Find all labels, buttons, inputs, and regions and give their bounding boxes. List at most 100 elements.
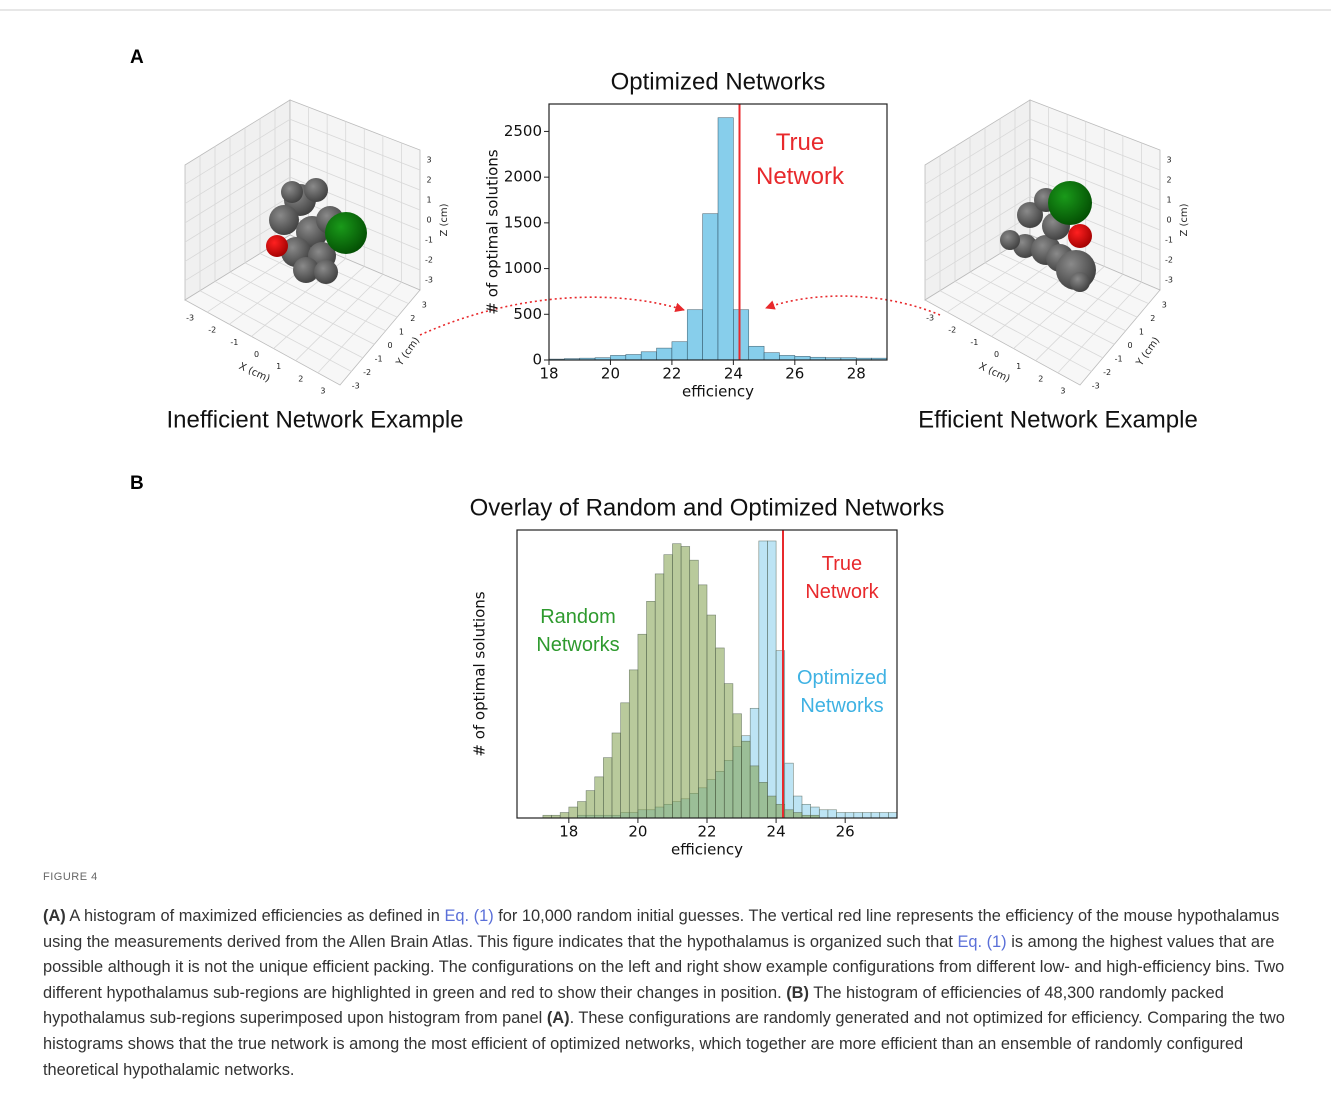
bar — [628, 669, 639, 819]
pane-grid — [924, 138, 1031, 204]
tick-label-3d: -2 — [1165, 256, 1173, 265]
sphere — [304, 178, 328, 202]
tick-label-3d: -1 — [1165, 236, 1173, 245]
pane-grid — [199, 290, 352, 372]
tick-label-3d: -3 — [1092, 382, 1100, 391]
arrow — [765, 295, 941, 316]
bar — [610, 355, 627, 361]
bar — [620, 702, 630, 819]
axis-label-3d: X (cm) — [977, 361, 1012, 385]
bar — [715, 647, 725, 819]
y-tick-label: 2000 — [504, 168, 542, 186]
reference-label: True Network — [805, 553, 879, 603]
reference-label: True Network — [755, 129, 845, 190]
tick-label-3d: 1 — [1139, 327, 1144, 336]
plot-area — [542, 540, 898, 819]
tick-label-3d: 0 — [426, 216, 431, 225]
tick-label-3d: 3 — [426, 156, 431, 165]
pane-grid — [295, 274, 384, 361]
tick-label-3d: 2 — [1166, 176, 1171, 185]
tick-label-3d: 0 — [1166, 216, 1171, 225]
x-tick-label: 20 — [628, 823, 647, 841]
tick-label-3d: -3 — [352, 382, 360, 391]
bar — [585, 790, 596, 819]
tick-label-3d: -1 — [425, 236, 433, 245]
bar — [767, 540, 777, 819]
bar — [763, 352, 780, 361]
pane-grid — [924, 118, 1031, 185]
bar — [625, 354, 642, 361]
tick-label-3d: -1 — [230, 338, 238, 347]
y-axis-label: # of optimal solutions — [471, 591, 489, 756]
sphere — [1017, 202, 1043, 228]
pane-grid — [229, 271, 375, 345]
pane — [924, 234, 1161, 386]
tick-label-3d: -3 — [926, 314, 934, 323]
caption-text: for 10,000 random initial guesses. The v… — [43, 907, 1280, 951]
tick-label-3d: -2 — [363, 368, 371, 377]
x-tick-label: 18 — [539, 365, 558, 383]
caption-text: The histogram of efficiencies of 48,300 … — [43, 983, 1224, 1028]
plot-area — [548, 117, 888, 361]
sphere — [266, 235, 288, 257]
axis-label-3d: Y (cm) — [1134, 335, 1162, 369]
bar — [836, 812, 846, 819]
bar — [559, 812, 570, 819]
pane-grid — [1029, 138, 1161, 191]
tick-label-3d: 2 — [1150, 314, 1155, 323]
bar — [741, 740, 751, 819]
equation-link[interactable]: Eq. (1) — [957, 932, 1007, 951]
tick-label-3d: -3 — [425, 276, 433, 285]
bar — [758, 782, 768, 819]
pane-grid — [184, 157, 291, 224]
equation-link[interactable]: Eq. (1) — [444, 907, 494, 925]
pane-grid — [317, 281, 402, 374]
tick-label-3d: 3 — [1162, 300, 1167, 309]
pane-grid — [924, 215, 1031, 282]
pane-grid — [184, 138, 291, 204]
bar — [827, 809, 837, 819]
x-tick-label: 22 — [662, 365, 681, 383]
bar — [732, 713, 742, 819]
bar — [879, 812, 889, 819]
bar — [853, 812, 863, 819]
caption-text: is among the highest values that are pos… — [43, 932, 1285, 1002]
tick-label-3d: 3 — [422, 300, 427, 309]
sphere — [1048, 181, 1092, 225]
tick-label-3d: 3 — [1060, 386, 1065, 395]
pane-grid — [244, 262, 386, 332]
y-tick-label: 1000 — [504, 259, 542, 277]
axis-label-3d: Z (cm) — [439, 203, 450, 236]
tick-label-3d: -3 — [186, 314, 194, 323]
bar — [767, 795, 777, 819]
tick-label-3d: 1 — [1166, 196, 1171, 205]
pane-grid — [184, 118, 291, 185]
pane-grid — [1057, 281, 1142, 374]
tick-label-3d: -2 — [425, 256, 433, 265]
bar — [611, 732, 621, 819]
x-axis-label: efficiency — [682, 383, 754, 401]
bar — [603, 757, 613, 819]
bar — [594, 776, 604, 819]
pane-grid — [924, 157, 1031, 224]
tick-label-3d: 1 — [426, 196, 431, 205]
tick-label-3d: 3 — [1166, 156, 1171, 165]
bar — [870, 812, 881, 819]
chart-title: Optimized Networks — [611, 68, 826, 95]
bar — [793, 812, 803, 819]
pane-grid — [1029, 176, 1161, 231]
y-tick-label: 0 — [532, 351, 542, 369]
pane-grid — [954, 281, 1104, 359]
bar — [749, 765, 760, 819]
bar — [680, 546, 691, 819]
pane-grid — [924, 196, 1031, 262]
panel-label: A — [130, 47, 144, 68]
sphere — [281, 181, 303, 203]
figure-caption: (A) A histogram of maximized efficiencie… — [43, 904, 1305, 1083]
tick-label-3d: 0 — [1127, 341, 1132, 350]
pane-grid — [289, 157, 421, 211]
